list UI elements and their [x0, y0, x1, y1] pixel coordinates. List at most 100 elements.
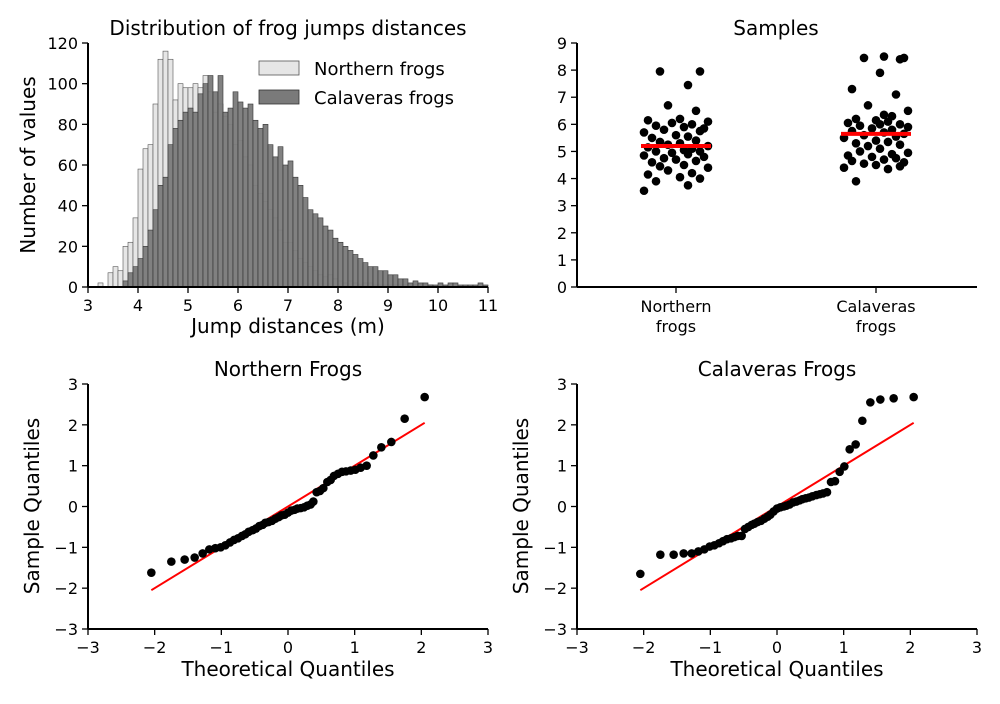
sample-point-calaveras — [855, 147, 865, 156]
legend-label-northern: Northern frogs — [314, 59, 445, 80]
sample-point-northern — [659, 153, 669, 163]
histogram-bar-calaveras — [152, 209, 159, 288]
sample-point-northern — [663, 101, 673, 110]
sample-point-northern — [695, 147, 705, 156]
qq-northern-point — [309, 497, 318, 506]
histogram-bar-calaveras — [297, 185, 304, 288]
sample-point-calaveras — [867, 152, 877, 162]
histogram-bar-calaveras — [257, 128, 264, 288]
sample-point-northern — [647, 157, 657, 167]
sample-point-northern — [683, 80, 693, 90]
sample-point-northern — [687, 168, 697, 178]
samples-x-tick-label: Calaveras frogs — [836, 297, 915, 336]
qq-calaveras-point — [830, 476, 840, 486]
qq-northern-y-tick-label: 1 — [68, 457, 78, 476]
qq-northern-x-tick-label: 2 — [416, 638, 426, 657]
qq-calaveras-point — [858, 416, 867, 426]
histogram-bar-calaveras — [207, 75, 214, 288]
samples-y-tick-label: 3 — [557, 197, 567, 216]
histogram-bar-calaveras — [292, 176, 299, 288]
histogram-bar-calaveras — [287, 160, 294, 288]
histogram-bar-calaveras — [177, 119, 184, 288]
qq-northern-point — [198, 549, 207, 558]
qq-calaveras-point — [889, 393, 898, 403]
sample-point-northern — [639, 151, 649, 160]
qq-northern-panel: Northern Frogs −3 −2 −1 0 1 2 3 −3 −2 −1 0 1 2 3 The… — [20, 357, 493, 681]
qq-northern-point — [319, 483, 328, 493]
qq-calaveras-point — [822, 487, 832, 497]
histogram-bar-calaveras — [252, 119, 259, 288]
qq-calaveras-x-tick-label: −2 — [632, 638, 656, 657]
qq-northern-y-tick-label: −2 — [54, 579, 78, 598]
qq-calaveras-point — [737, 531, 746, 541]
histogram-bar-calaveras — [372, 266, 379, 288]
samples-y-tick-label: 2 — [557, 224, 567, 243]
histogram-bar-calaveras — [307, 209, 314, 288]
sample-point-calaveras — [879, 52, 889, 61]
qq-calaveras-x-label: Theoretical Quantiles — [669, 657, 883, 681]
qq-calaveras-y-label: Sample Quantiles — [509, 418, 533, 594]
qq-calaveras-point — [909, 392, 918, 402]
qq-northern-point — [400, 414, 409, 424]
samples-y-ticks: 0 1 2 3 4 5 6 7 8 9 — [557, 34, 577, 297]
sample-point-northern — [675, 114, 685, 124]
sample-point-calaveras — [847, 84, 857, 94]
sample-point-northern — [679, 122, 689, 132]
histogram-bar-calaveras — [217, 75, 224, 288]
histogram-y-tick-label: 20 — [58, 237, 78, 256]
qq-northern-x-ticks: −3 −2 −1 0 1 2 3 — [76, 629, 493, 657]
histogram-panel: Distribution of frog jumps distances 3 4 5… — [16, 16, 498, 338]
qq-northern-point — [387, 437, 396, 447]
sample-point-calaveras — [851, 114, 861, 124]
sample-point-calaveras — [903, 106, 913, 116]
histogram-bar-calaveras — [392, 274, 399, 288]
histogram-bar-calaveras — [337, 241, 344, 288]
qq-calaveras-title: Calaveras Frogs — [698, 357, 857, 381]
qq-northern-point — [180, 555, 189, 564]
sample-point-calaveras — [903, 122, 913, 132]
qq-calaveras-point — [845, 445, 854, 454]
qq-calaveras-point — [687, 549, 696, 558]
qq-northern-points — [147, 392, 429, 577]
histogram-y-tick-label: 40 — [58, 197, 78, 216]
histogram-bar-calaveras — [357, 258, 364, 288]
histogram-bar-calaveras — [227, 107, 234, 288]
sample-point-calaveras — [883, 164, 893, 174]
histogram-bar-calaveras — [272, 156, 279, 288]
histogram-x-tick-label: 11 — [478, 296, 498, 315]
sample-point-calaveras — [843, 118, 853, 128]
sample-point-calaveras — [899, 157, 909, 167]
histogram-bar-calaveras — [267, 144, 274, 288]
sample-point-northern — [651, 147, 661, 156]
histogram-bar-calaveras — [327, 229, 334, 288]
sample-point-calaveras — [863, 101, 873, 110]
histogram-x-tick-label: 5 — [183, 296, 193, 315]
qq-northern-y-ticks: −3 −2 −1 0 1 2 3 — [54, 375, 88, 639]
histogram-bar-northern — [117, 270, 124, 288]
sample-point-calaveras — [899, 53, 909, 63]
histogram-bar-calaveras — [167, 144, 174, 288]
qq-calaveras-y-tick-label: 0 — [557, 498, 567, 517]
samples-panel: Samples 0 1 2 3 4 5 6 7 8 9 Northern frogs Calavera… — [557, 16, 977, 336]
sample-point-northern — [639, 186, 649, 196]
histogram-bar-calaveras — [352, 254, 359, 288]
qq-northern-y-tick-label: 0 — [68, 498, 78, 517]
histogram-y-tick-label: 60 — [58, 156, 78, 175]
qq-calaveras-y-tick-label: −2 — [543, 579, 567, 598]
sample-point-calaveras — [895, 120, 905, 129]
sample-point-northern — [695, 67, 705, 76]
sample-point-calaveras — [903, 148, 913, 158]
samples-y-tick-label: 7 — [557, 88, 567, 107]
qq-northern-point — [190, 553, 199, 562]
histogram-bar-calaveras — [402, 278, 409, 288]
qq-calaveras-x-tick-label: 0 — [772, 638, 782, 657]
sample-point-northern — [651, 121, 661, 130]
histogram-bar-calaveras — [342, 246, 349, 288]
histogram-x-tick-label: 4 — [133, 296, 143, 315]
samples-mean-lines — [641, 131, 911, 149]
qq-calaveras-x-tick-label: 3 — [972, 638, 982, 657]
sample-point-northern — [683, 181, 693, 190]
qq-calaveras-x-tick-label: 1 — [839, 638, 849, 657]
histogram-bar-calaveras — [367, 266, 374, 288]
qq-calaveras-points — [636, 392, 918, 579]
